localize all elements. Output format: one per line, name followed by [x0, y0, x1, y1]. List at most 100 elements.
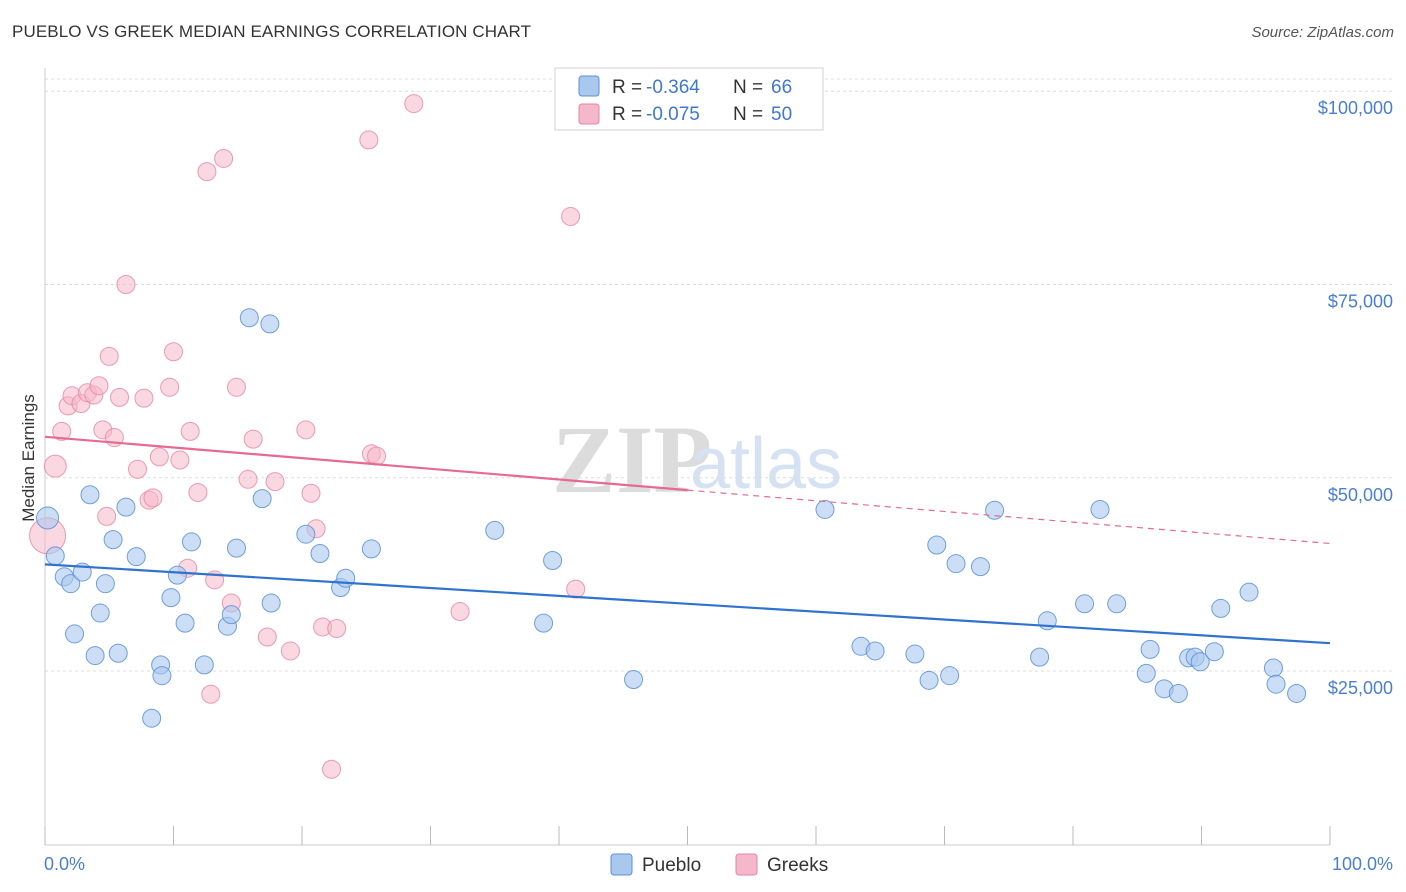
pueblo-point: [865, 641, 885, 661]
pueblo-point: [161, 588, 181, 608]
greeks-point: [367, 446, 387, 466]
legend-r-value-greeks: -0.075: [646, 104, 700, 125]
pueblo-point: [1168, 683, 1188, 703]
greeks-point: [149, 447, 169, 467]
series-legend: Pueblo Greeks: [610, 853, 828, 876]
greeks-point: [404, 94, 424, 114]
greeks-point: [257, 627, 277, 647]
watermark: ZIP atlas: [552, 406, 842, 513]
pueblo-point: [485, 520, 505, 540]
pueblo-point: [116, 497, 136, 517]
pueblo-point: [970, 557, 990, 577]
greeks-point: [197, 162, 217, 182]
pueblo-point: [1204, 642, 1224, 662]
greeks-point: [566, 579, 586, 599]
bottom-legend-swatch-pueblo: [610, 853, 633, 876]
greeks-point: [43, 454, 67, 478]
watermark-atlas: atlas: [690, 424, 842, 504]
pueblo-point: [142, 708, 162, 728]
pueblo-point: [361, 539, 381, 559]
pueblo-point: [61, 574, 81, 594]
pueblo-series: [36, 308, 1307, 728]
y-tick-label: $100,000: [1318, 98, 1393, 118]
legend-r-label-pueblo: R =: [612, 77, 642, 98]
pueblo-point: [946, 554, 966, 574]
pueblo-point: [985, 500, 1005, 520]
pueblo-point: [65, 624, 85, 644]
pueblo-point: [1239, 582, 1259, 602]
pueblo-point: [45, 546, 65, 566]
pueblo-point: [85, 646, 105, 666]
x-tick-label-min: 0.0%: [44, 854, 85, 874]
greeks-point: [214, 148, 234, 168]
pueblo-point: [108, 643, 128, 663]
pueblo-point: [221, 605, 241, 625]
greeks-point: [97, 506, 117, 526]
pueblo-point: [1030, 647, 1050, 667]
pueblo-point: [927, 535, 947, 555]
greeks-point: [128, 459, 148, 479]
trend-lines: [44, 435, 1331, 645]
greeks-point: [170, 450, 190, 470]
y-tick-label: $25,000: [1328, 678, 1393, 698]
pueblo-point: [167, 565, 187, 585]
pueblo-point: [181, 532, 201, 552]
y-tick-labels: $25,000 $50,000 $75,000 $100,000: [1318, 98, 1393, 698]
pueblo-point: [126, 547, 146, 567]
pueblo-point: [252, 489, 272, 509]
pueblo-point: [260, 314, 280, 334]
greeks-series: [29, 94, 586, 779]
pueblo-point: [336, 568, 356, 588]
pueblo-point: [1107, 594, 1127, 614]
pueblo-point: [905, 644, 925, 664]
greeks-trend-line: [44, 435, 688, 492]
greeks-point: [52, 421, 72, 441]
pueblo-point: [261, 593, 281, 613]
greeks-point: [160, 377, 180, 397]
pueblo-point: [310, 544, 330, 564]
legend-n-label-greeks: N =: [733, 104, 763, 125]
legend-n-label-pueblo: N =: [733, 77, 763, 98]
chart-title: PUEBLO VS GREEK MEDIAN EARNINGS CORRELAT…: [12, 22, 532, 41]
greeks-point: [188, 482, 208, 502]
pueblo-point: [1211, 598, 1231, 618]
pueblo-point: [90, 603, 110, 623]
pueblo-point: [152, 666, 172, 686]
watermark-zip: ZIP: [552, 406, 712, 513]
pueblo-point: [1075, 594, 1095, 614]
greeks-point: [561, 206, 581, 226]
pueblo-point: [194, 655, 214, 675]
chart-source: Source: ZipAtlas.com: [1251, 24, 1394, 41]
bottom-legend-label-greeks: Greeks: [767, 855, 828, 876]
greeks-point: [301, 483, 321, 503]
pueblo-point: [919, 670, 939, 690]
pueblo-point: [1190, 652, 1210, 672]
pueblo-point: [1266, 674, 1286, 694]
greeks-point: [110, 387, 130, 407]
correlation-legend: R = -0.364 N = 66 R = -0.075 N = 50: [554, 67, 824, 131]
greeks-point: [322, 759, 342, 779]
pueblo-trend-line: [44, 563, 1331, 645]
pueblo-point: [103, 530, 123, 550]
greeks-point: [89, 376, 109, 396]
greeks-point: [116, 274, 136, 294]
pueblo-point: [1287, 683, 1307, 703]
greeks-point: [359, 130, 379, 150]
y-tick-label: $75,000: [1328, 291, 1393, 311]
pueblo-point: [296, 524, 316, 544]
legend-swatch-greeks: [578, 103, 600, 125]
pueblo-point: [543, 550, 563, 570]
greeks-point: [226, 377, 246, 397]
x-tick-label-max: 100.0%: [1332, 854, 1393, 874]
greeks-point: [265, 472, 285, 492]
greeks-point: [450, 602, 470, 622]
x-tick-marks: [44, 826, 1331, 845]
greeks-point: [327, 619, 347, 639]
pueblo-point: [175, 613, 195, 633]
pueblo-point: [534, 613, 554, 633]
legend-box: [554, 67, 824, 131]
greeks-point: [164, 342, 183, 362]
pueblo-point: [1140, 639, 1160, 659]
pueblo-point: [36, 506, 60, 530]
